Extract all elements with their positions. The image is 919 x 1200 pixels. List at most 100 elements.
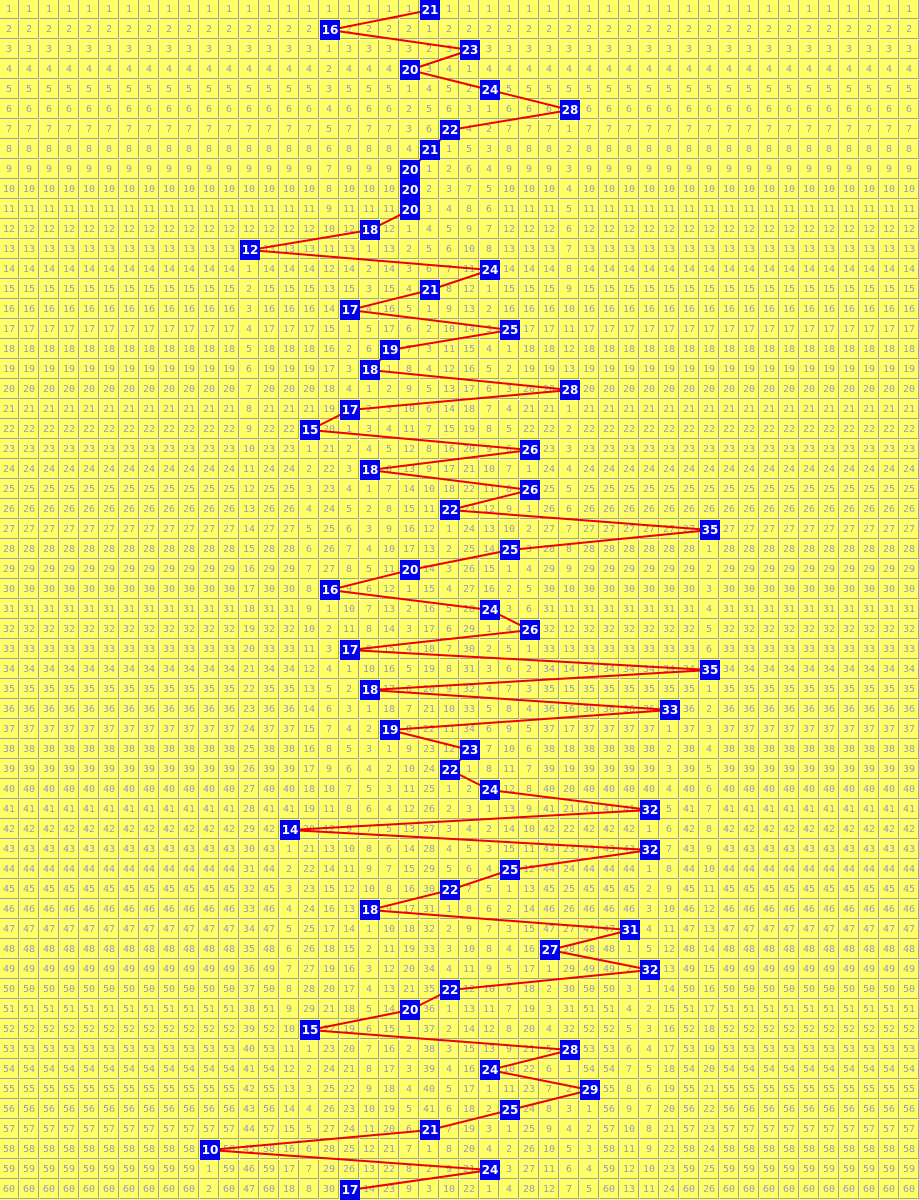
omission-cell: 5 xyxy=(40,80,59,99)
omission-cell: 14 xyxy=(320,300,339,319)
omission-cell: 26 xyxy=(780,500,799,519)
omission-cell: 8 xyxy=(480,760,499,779)
omission-cell: 5 xyxy=(320,680,339,699)
omission-cell: 40 xyxy=(600,780,619,799)
omission-cell: 2 xyxy=(620,20,639,39)
omission-cell: 12 xyxy=(740,220,759,239)
omission-cell: 1 xyxy=(400,80,419,99)
omission-cell: 12 xyxy=(480,500,499,519)
omission-cell: 17 xyxy=(520,960,539,979)
omission-cell: 25 xyxy=(140,480,159,499)
omission-cell: 27 xyxy=(800,520,819,539)
omission-cell: 33 xyxy=(760,640,779,659)
omission-cell: 30 xyxy=(460,640,479,659)
omission-cell: 33 xyxy=(180,640,199,659)
omission-cell: 43 xyxy=(720,840,739,859)
omission-cell: 43 xyxy=(60,840,79,859)
omission-cell: 15 xyxy=(640,280,659,299)
omission-cell: 7 xyxy=(620,1060,639,1079)
omission-cell: 53 xyxy=(900,1040,919,1059)
omission-cell: 6 xyxy=(220,100,239,119)
omission-cell: 4 xyxy=(180,60,199,79)
omission-cell: 51 xyxy=(840,1000,859,1019)
omission-cell: 46 xyxy=(720,900,739,919)
omission-cell: 25 xyxy=(600,480,619,499)
omission-cell: 3 xyxy=(260,40,279,59)
omission-cell: 19 xyxy=(740,360,759,379)
omission-cell: 13 xyxy=(80,240,99,259)
omission-cell: 5 xyxy=(360,80,379,99)
omission-cell: 41 xyxy=(80,800,99,819)
omission-cell: 18 xyxy=(120,340,139,359)
omission-cell: 34 xyxy=(20,660,39,679)
omission-cell: 7 xyxy=(420,420,439,439)
omission-cell: 14 xyxy=(400,480,419,499)
omission-cell: 14 xyxy=(780,260,799,279)
omission-cell: 2 xyxy=(460,80,479,99)
omission-cell: 26 xyxy=(560,900,579,919)
omission-cell: 47 xyxy=(800,920,819,939)
omission-cell: 4 xyxy=(200,60,219,79)
omission-cell: 57 xyxy=(760,1120,779,1139)
omission-cell: 41 xyxy=(240,1060,259,1079)
omission-cell: 2 xyxy=(520,660,539,679)
omission-cell: 2 xyxy=(620,960,639,979)
omission-cell: 46 xyxy=(20,900,39,919)
omission-cell: 4 xyxy=(360,440,379,459)
omission-cell: 60 xyxy=(160,1180,179,1199)
omission-cell: 46 xyxy=(140,900,159,919)
omission-cell: 12 xyxy=(880,220,899,239)
omission-cell: 1 xyxy=(800,0,819,19)
omission-cell: 8 xyxy=(400,720,419,739)
omission-cell: 11 xyxy=(0,200,19,219)
omission-cell: 13 xyxy=(340,240,359,259)
omission-cell: 20 xyxy=(180,380,199,399)
omission-cell: 43 xyxy=(820,840,839,859)
omission-cell: 6 xyxy=(540,100,559,119)
omission-cell: 23 xyxy=(520,1080,539,1099)
omission-cell: 5 xyxy=(540,80,559,99)
omission-cell: 5 xyxy=(540,1040,559,1059)
omission-cell: 1 xyxy=(180,0,199,19)
omission-cell: 19 xyxy=(340,1020,359,1039)
hit-cell: 28 xyxy=(560,1040,580,1060)
omission-cell: 5 xyxy=(280,920,299,939)
omission-cell: 28 xyxy=(600,540,619,559)
omission-cell: 37 xyxy=(280,720,299,739)
omission-cell: 4 xyxy=(880,60,899,79)
omission-cell: 4 xyxy=(440,580,459,599)
omission-cell: 10 xyxy=(840,180,859,199)
omission-cell: 1 xyxy=(660,0,679,19)
omission-cell: 28 xyxy=(580,540,599,559)
omission-cell: 41 xyxy=(680,800,699,819)
omission-cell: 6 xyxy=(460,860,479,879)
omission-cell: 38 xyxy=(200,740,219,759)
omission-cell: 29 xyxy=(100,560,119,579)
omission-cell: 12 xyxy=(20,220,39,239)
omission-cell: 15 xyxy=(240,540,259,559)
omission-cell: 29 xyxy=(580,560,599,579)
omission-cell: 12 xyxy=(280,1060,299,1079)
omission-cell: 2 xyxy=(660,740,679,759)
omission-cell: 11 xyxy=(700,880,719,899)
omission-cell: 58 xyxy=(740,1140,759,1159)
omission-cell: 4 xyxy=(460,820,479,839)
omission-cell: 11 xyxy=(740,200,759,219)
omission-cell: 4 xyxy=(380,420,399,439)
omission-cell: 22 xyxy=(20,420,39,439)
omission-cell: 18 xyxy=(160,340,179,359)
omission-cell: 49 xyxy=(260,960,279,979)
omission-cell: 55 xyxy=(680,1080,699,1099)
omission-cell: 8 xyxy=(420,440,439,459)
omission-cell: 50 xyxy=(140,980,159,999)
omission-cell: 46 xyxy=(680,900,699,919)
omission-cell: 19 xyxy=(860,360,879,379)
omission-cell: 55 xyxy=(800,1080,819,1099)
omission-cell: 57 xyxy=(900,1120,919,1139)
omission-cell: 56 xyxy=(600,1100,619,1119)
omission-cell: 29 xyxy=(240,820,259,839)
omission-cell: 22 xyxy=(540,420,559,439)
omission-cell: 56 xyxy=(80,1100,99,1119)
omission-cell: 29 xyxy=(260,560,279,579)
omission-cell: 41 xyxy=(0,800,19,819)
